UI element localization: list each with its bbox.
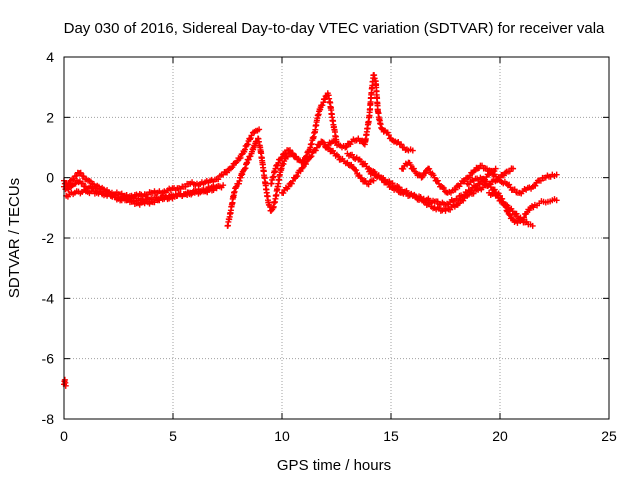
data-point-interp bbox=[495, 194, 502, 201]
data-point bbox=[492, 165, 499, 172]
data-point-interp bbox=[353, 167, 360, 174]
data-point-interp bbox=[308, 153, 315, 160]
y-tick-label: 4 bbox=[46, 49, 54, 65]
data-point-interp bbox=[302, 161, 309, 168]
data-point bbox=[529, 222, 536, 229]
y-tick-label: 0 bbox=[46, 170, 54, 186]
data-point-interp bbox=[312, 147, 319, 154]
series-track-c bbox=[63, 182, 227, 205]
y-tick-label: -4 bbox=[42, 290, 55, 306]
x-tick-label: 20 bbox=[492, 428, 508, 444]
data-point-interp bbox=[335, 153, 342, 160]
data-point-interp bbox=[229, 164, 236, 171]
data-point bbox=[370, 177, 377, 184]
data-point-interp bbox=[440, 185, 447, 192]
data-point bbox=[553, 197, 560, 204]
data-point-interp bbox=[293, 153, 300, 160]
data-point bbox=[553, 171, 560, 178]
data-point-interp bbox=[284, 153, 291, 160]
data-point-interp bbox=[400, 165, 407, 172]
data-point-interp bbox=[280, 161, 287, 168]
data-point-interp bbox=[215, 176, 222, 183]
data-point bbox=[256, 126, 263, 133]
data-point-interp bbox=[385, 132, 392, 139]
data-point-interp bbox=[419, 173, 426, 180]
data-point-interp bbox=[454, 196, 461, 203]
x-tick-label: 10 bbox=[274, 428, 290, 444]
data-point-interp bbox=[79, 180, 86, 187]
data-point-interp bbox=[307, 154, 314, 161]
x-tick-label: 25 bbox=[601, 428, 617, 444]
data-point-interp bbox=[426, 165, 433, 172]
series-track-l bbox=[486, 189, 536, 229]
data-point-interp bbox=[511, 186, 518, 193]
data-point-interp bbox=[398, 141, 405, 148]
data-point-interp bbox=[313, 144, 320, 151]
data-point-interp bbox=[343, 143, 350, 150]
data-point-interp bbox=[286, 147, 293, 154]
data-point-interp bbox=[275, 159, 282, 166]
data-point-interp bbox=[452, 186, 459, 193]
data-point bbox=[298, 165, 305, 172]
data-point-interp bbox=[323, 144, 330, 151]
data-point bbox=[272, 165, 279, 172]
data-point-interp bbox=[77, 169, 84, 176]
data-point-interp bbox=[294, 173, 301, 180]
data-point-interp bbox=[237, 154, 244, 161]
ticks: 0 5 10 15 20 25 -8 -6 -4 -2 0 2 4 bbox=[42, 49, 617, 444]
data-points bbox=[61, 72, 560, 389]
data-point-interp bbox=[394, 185, 401, 192]
data-point-interp bbox=[456, 200, 463, 207]
data-point-interp bbox=[280, 190, 287, 197]
data-point-interp bbox=[491, 186, 498, 193]
data-point-interp bbox=[244, 141, 251, 148]
data-point bbox=[510, 165, 517, 172]
y-axis-label: SDTVAR / TECUs bbox=[6, 178, 23, 298]
data-point-interp bbox=[513, 210, 520, 217]
data-point bbox=[220, 182, 227, 189]
x-tick-label: 15 bbox=[383, 428, 399, 444]
data-point-interp bbox=[247, 136, 254, 143]
data-point-interp bbox=[289, 177, 296, 184]
data-point-interp bbox=[358, 175, 365, 182]
y-tick-label: -8 bbox=[42, 411, 55, 427]
data-point-interp bbox=[468, 187, 475, 194]
data-point-interp bbox=[299, 164, 306, 171]
data-point-interp bbox=[487, 168, 494, 175]
data-point-interp bbox=[358, 158, 365, 165]
x-tick-label: 5 bbox=[169, 428, 177, 444]
data-point-interp bbox=[407, 161, 414, 168]
data-point bbox=[431, 174, 438, 181]
series-track-e bbox=[268, 90, 340, 187]
data-point-interp bbox=[241, 146, 248, 153]
data-point-interp bbox=[279, 154, 285, 161]
data-point bbox=[233, 183, 240, 190]
gridlines bbox=[64, 57, 609, 419]
data-point-interp bbox=[320, 139, 327, 146]
data-point-interp bbox=[379, 176, 386, 183]
data-point-interp bbox=[466, 173, 473, 180]
series-track-j bbox=[398, 159, 560, 197]
data-point-interp bbox=[434, 177, 441, 184]
data-point-interp bbox=[506, 168, 513, 175]
x-axis-label: GPS time / hours bbox=[277, 457, 391, 474]
data-point-interp bbox=[224, 169, 231, 176]
series-track-f bbox=[279, 138, 377, 197]
data-point-interp bbox=[410, 165, 417, 172]
chart-title: Day 030 of 2016, Sidereal Day-to-day VTE… bbox=[64, 20, 605, 37]
y-tick-label: 2 bbox=[46, 109, 54, 125]
data-point-interp bbox=[319, 102, 326, 109]
data-point bbox=[409, 147, 416, 154]
series-track-g bbox=[322, 72, 416, 154]
y-tick-label: -2 bbox=[42, 230, 55, 246]
data-point bbox=[285, 183, 292, 190]
data-point bbox=[418, 174, 425, 181]
data-point-interp bbox=[532, 182, 539, 189]
x-tick-label: 0 bbox=[60, 428, 68, 444]
y-tick-label: -6 bbox=[42, 351, 55, 367]
data-point bbox=[289, 150, 296, 157]
